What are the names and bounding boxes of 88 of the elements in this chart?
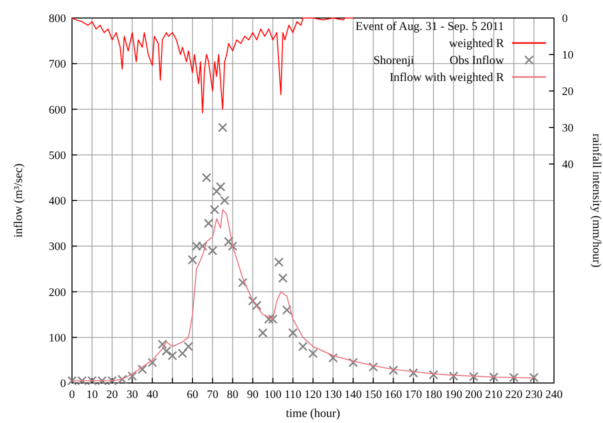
x-tick-label: 70	[206, 389, 219, 401]
point	[348, 358, 358, 368]
point	[188, 255, 198, 265]
y-tick-label: 600	[48, 104, 66, 116]
legend-label: Inflow with weighted R	[390, 70, 504, 84]
x-tick-label: 10	[86, 389, 98, 401]
point	[208, 246, 218, 256]
y2-tick-label: 40	[562, 159, 574, 171]
point	[212, 186, 222, 196]
y-tick-label: 500	[48, 150, 66, 162]
x-tick-label: 150	[364, 389, 382, 401]
point	[228, 241, 238, 251]
point	[138, 364, 148, 374]
point	[408, 368, 418, 378]
point	[202, 172, 212, 182]
x-tick-label: 120	[304, 389, 322, 401]
point	[248, 296, 258, 306]
y-tick-label: 200	[48, 286, 66, 299]
y-tick-label: 300	[48, 241, 66, 254]
x-tick-label: 170	[404, 389, 422, 401]
y-tick-label: 400	[48, 196, 66, 208]
legend-title: Event of Aug. 31 - Sep. 5 2011	[355, 19, 504, 33]
legend-label: weighted R	[449, 36, 504, 50]
y-tick-label: 100	[48, 332, 66, 344]
point	[368, 362, 378, 372]
point	[210, 204, 220, 214]
point	[278, 273, 288, 283]
y-tick-label: 0	[60, 378, 66, 390]
x-tick-label: 40	[146, 389, 158, 401]
x-tick-label: 110	[284, 389, 302, 401]
point	[268, 314, 278, 324]
point	[282, 305, 292, 315]
point	[509, 372, 519, 382]
x-tick-label: 200	[465, 389, 483, 401]
x-tick-label: 0	[69, 389, 76, 401]
line-series	[72, 18, 354, 114]
point	[184, 342, 194, 352]
x-tick-label: 60	[186, 389, 198, 401]
point	[448, 371, 458, 381]
y2-tick-label: 0	[562, 13, 568, 25]
x-tick-label: 140	[344, 389, 362, 401]
line-series	[72, 209, 534, 382]
point	[224, 236, 234, 246]
point	[489, 372, 498, 382]
point	[308, 348, 318, 358]
x-tick-label: 240	[545, 389, 563, 401]
point	[288, 328, 298, 338]
point	[128, 371, 137, 381]
point	[388, 365, 398, 375]
y2-tick-label: 20	[562, 86, 574, 98]
point	[204, 218, 214, 228]
point	[529, 372, 539, 382]
x-tick-label: 20	[106, 389, 118, 401]
x-tick-label: 130	[324, 389, 342, 401]
point	[216, 182, 226, 192]
x-tick-label: 210	[485, 389, 503, 401]
x-tick-label: 160	[384, 389, 402, 401]
point	[238, 278, 248, 288]
point	[274, 257, 284, 267]
annotation: Shorenji	[373, 53, 415, 67]
point	[258, 328, 268, 338]
point	[218, 122, 228, 132]
point	[468, 372, 478, 382]
y2-tick-label: 30	[562, 122, 574, 134]
x-tick-label: 190	[444, 389, 462, 401]
legend-label: Obs Inflow	[450, 53, 504, 67]
x-tick-label: 100	[264, 389, 282, 401]
point	[428, 370, 438, 380]
x-tick-label: 30	[126, 389, 138, 401]
y2-axis-title: rainfall intensity (mm/hour)	[590, 134, 603, 268]
point	[158, 339, 168, 349]
point	[220, 196, 230, 206]
y-tick-label: 800	[48, 13, 66, 25]
y-axis-title: inflow (m³/sec)	[11, 164, 25, 238]
point	[162, 346, 172, 356]
x-tick-label: 90	[247, 389, 259, 401]
point	[148, 358, 158, 368]
point	[252, 300, 262, 310]
x-tick-label: 80	[226, 389, 239, 401]
x-axis-title: time (hour)	[286, 406, 340, 420]
point	[264, 314, 274, 324]
x-tick-label: 230	[525, 389, 543, 401]
y-tick-label: 700	[48, 58, 66, 71]
point	[328, 353, 338, 363]
x-tick-label: 180	[424, 389, 442, 401]
point	[298, 342, 308, 352]
x-tick-label: 220	[505, 389, 523, 401]
y2-tick-label: 10	[562, 50, 574, 62]
